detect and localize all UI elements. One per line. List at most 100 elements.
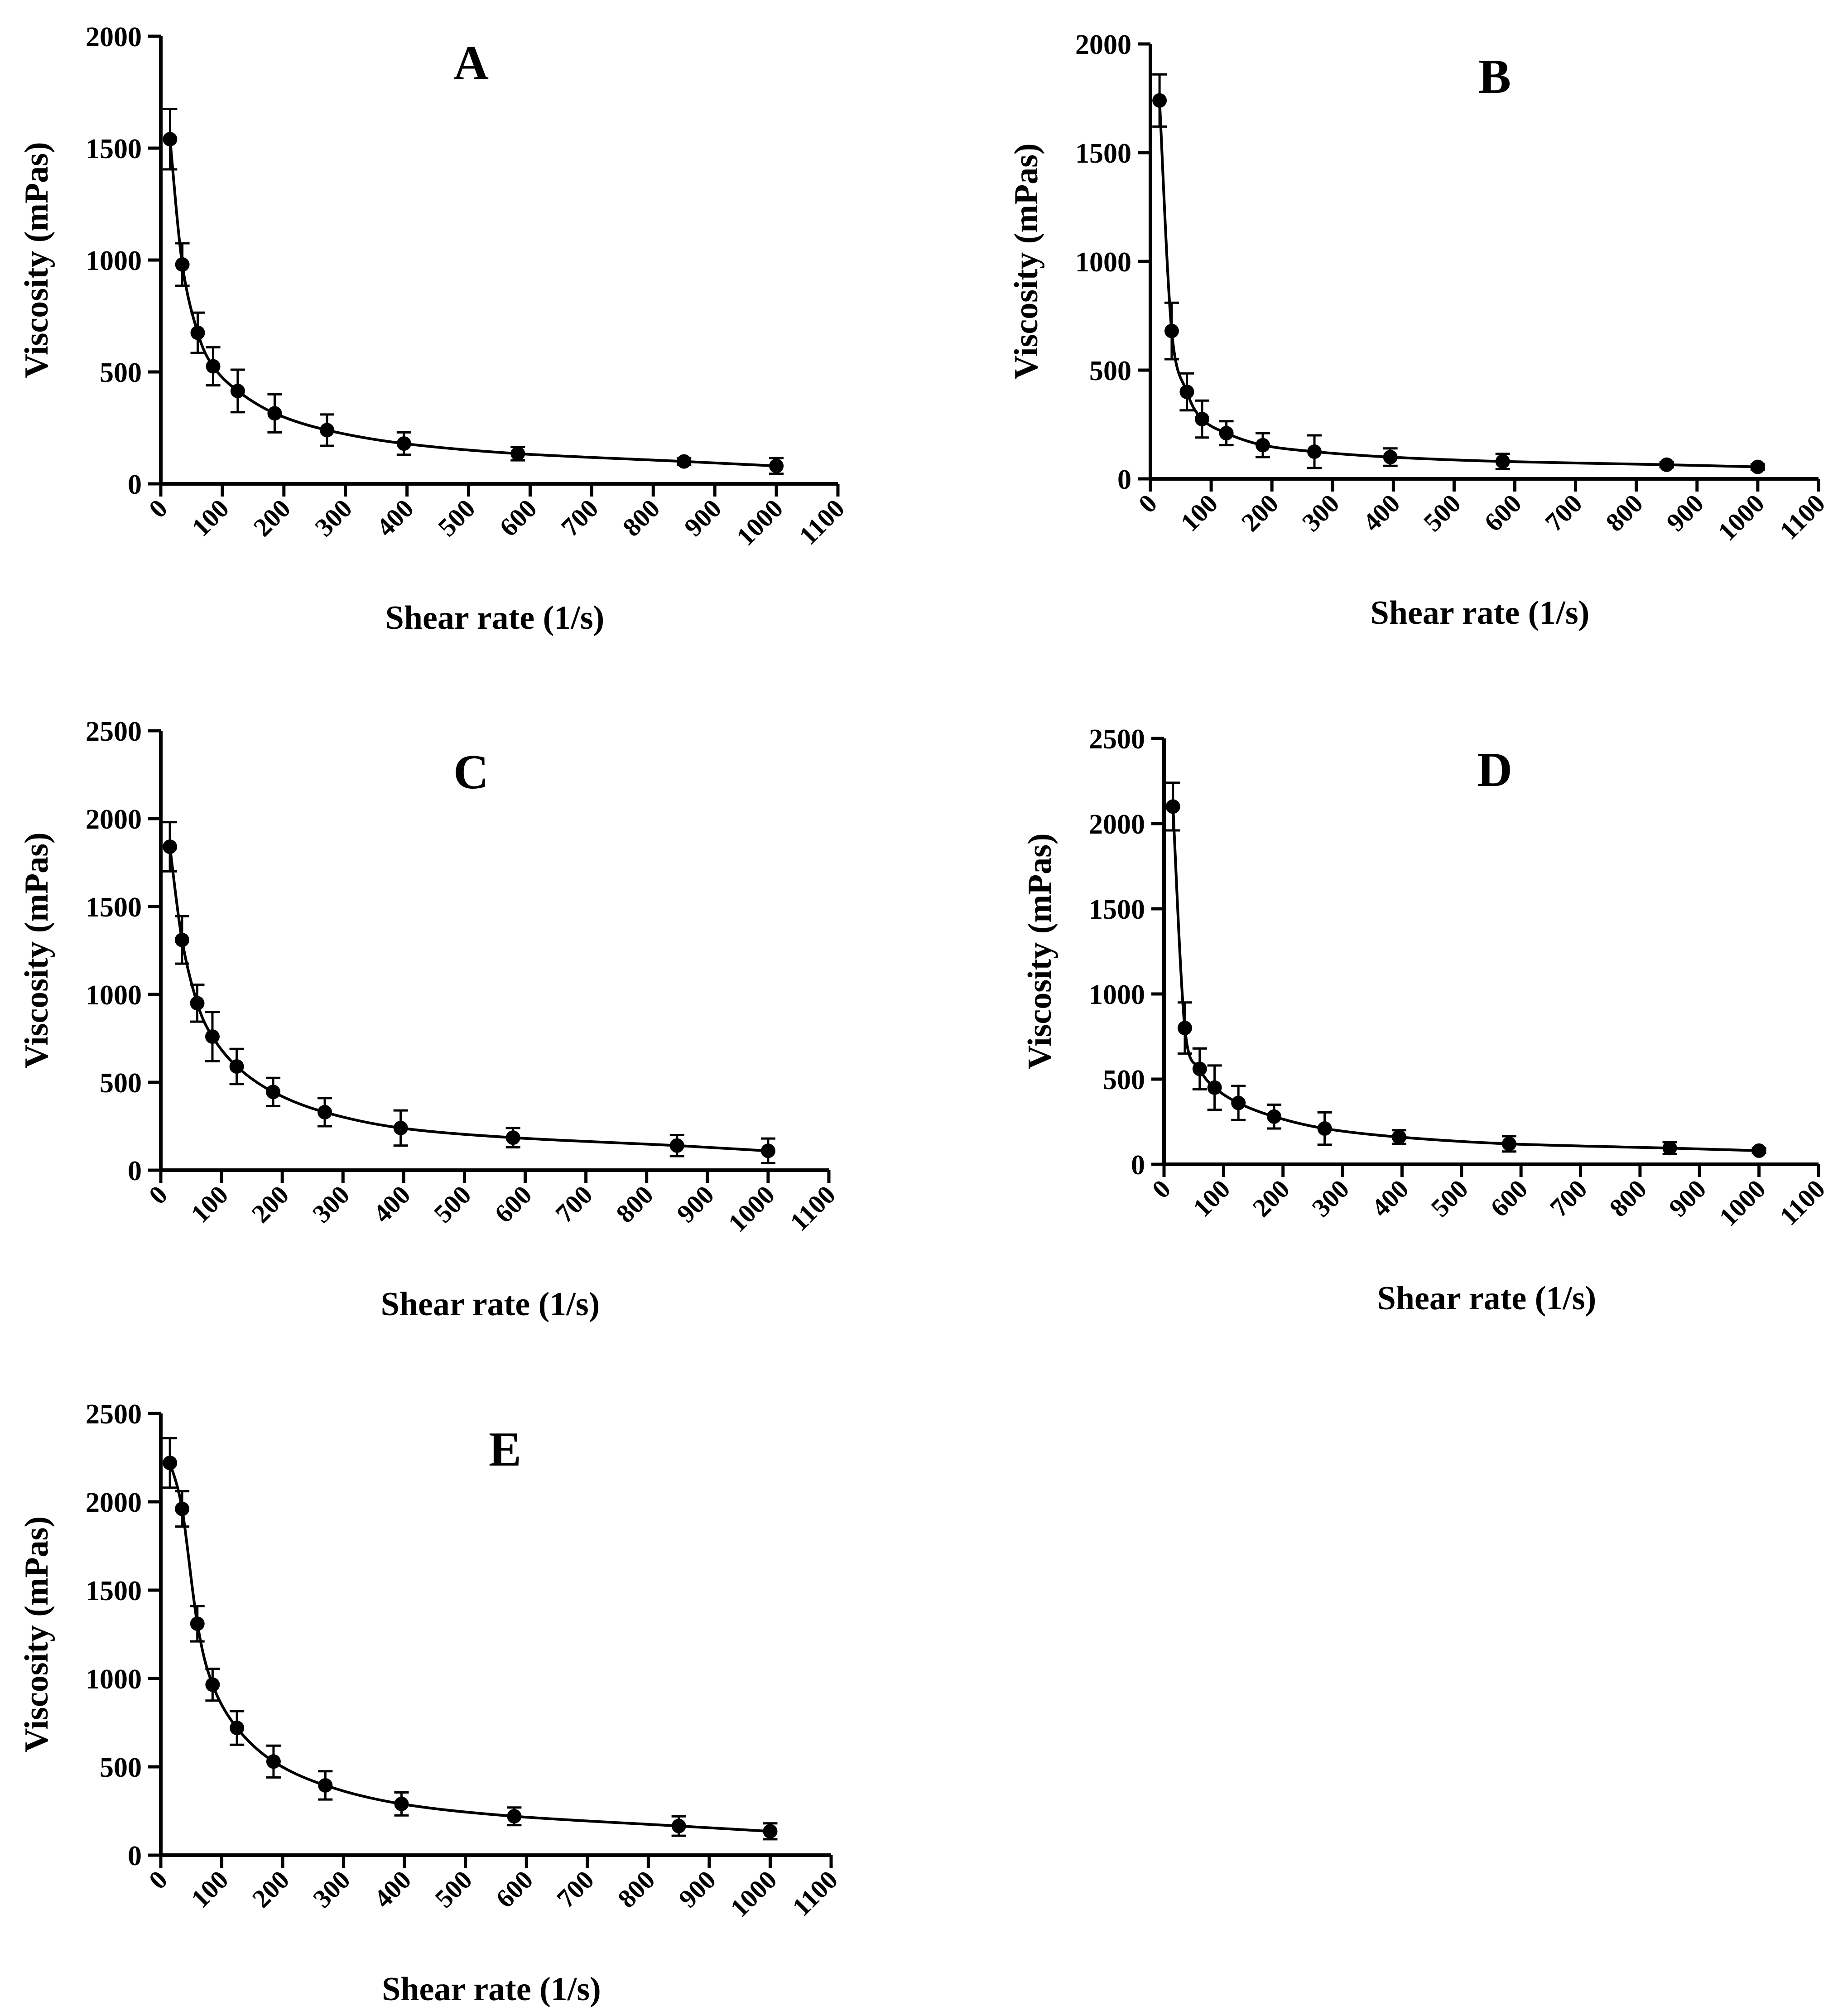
y-tick-label: 1500 xyxy=(1089,894,1145,925)
y-tick-label: 1000 xyxy=(86,246,142,276)
data-point xyxy=(507,1809,522,1824)
panel-label: D xyxy=(1477,743,1512,797)
data-point xyxy=(205,1677,220,1692)
y-tick-label: 500 xyxy=(1103,1065,1145,1095)
data-point xyxy=(1391,1129,1406,1144)
x-tick-label: 100 xyxy=(186,493,235,542)
data-point xyxy=(1659,457,1674,472)
x-tick-label: 200 xyxy=(1246,1174,1295,1222)
data-point xyxy=(394,1796,409,1811)
data-point xyxy=(669,1138,684,1153)
x-tick-label: 400 xyxy=(368,1865,417,1913)
x-tick-label: 800 xyxy=(612,1865,660,1913)
data-point xyxy=(1267,1109,1282,1124)
data-point xyxy=(1307,444,1322,459)
data-point xyxy=(163,839,178,854)
y-axis-title: Viscosity (mPas) xyxy=(18,1516,55,1752)
data-point xyxy=(230,1721,245,1736)
x-tick-label: 1100 xyxy=(784,1180,841,1237)
x-tick-label: 0 xyxy=(143,1180,173,1210)
y-tick-label: 2500 xyxy=(1089,724,1145,755)
data-point xyxy=(1495,454,1510,469)
data-point xyxy=(266,1754,281,1769)
x-tick-label: 400 xyxy=(370,493,419,542)
y-tick-label: 1000 xyxy=(1089,979,1145,1010)
x-tick-label: 1100 xyxy=(1774,1174,1831,1231)
data-point xyxy=(1194,412,1209,426)
x-tick-label: 300 xyxy=(307,1865,356,1913)
data-point xyxy=(1662,1141,1677,1156)
x-tick-label: 600 xyxy=(494,493,542,542)
y-tick-label: 500 xyxy=(100,1752,142,1783)
data-point xyxy=(174,932,189,947)
x-tick-label: 1000 xyxy=(725,1865,783,1923)
x-tick-label: 700 xyxy=(1544,1174,1592,1222)
y-tick-label: 1000 xyxy=(86,980,142,1011)
data-point xyxy=(1750,459,1765,474)
x-tick-label: 300 xyxy=(307,1180,355,1228)
data-point xyxy=(396,436,411,451)
y-tick-label: 0 xyxy=(1131,1150,1145,1181)
x-tick-label: 600 xyxy=(1485,1174,1533,1222)
data-point xyxy=(230,383,245,398)
data-point xyxy=(1207,1080,1222,1095)
data-point xyxy=(205,1029,220,1044)
x-tick-label: 0 xyxy=(143,1865,173,1895)
data-point xyxy=(393,1120,408,1135)
y-axis-title: Viscosity (mPas) xyxy=(18,832,55,1068)
x-tick-label: 1100 xyxy=(793,493,850,550)
y-axis-title: Viscosity (mPas) xyxy=(18,142,55,378)
y-tick-label: 2000 xyxy=(1075,29,1131,60)
data-point xyxy=(1383,450,1398,464)
x-tick-label: 1000 xyxy=(731,493,789,551)
x-tick-label: 800 xyxy=(1600,488,1648,537)
data-point xyxy=(763,1824,778,1839)
data-point xyxy=(318,1104,332,1119)
y-tick-label: 1000 xyxy=(86,1664,142,1695)
x-axis-title: Shear rate (1/s) xyxy=(385,599,605,637)
y-tick-label: 2000 xyxy=(86,22,142,53)
data-point xyxy=(318,1778,333,1793)
y-tick-label: 0 xyxy=(128,469,142,500)
x-tick-label: 200 xyxy=(248,493,296,542)
x-axis-title: Shear rate (1/s) xyxy=(1371,594,1590,632)
x-tick-label: 600 xyxy=(489,1180,537,1228)
x-tick-label: 500 xyxy=(432,493,481,542)
x-tick-label: 700 xyxy=(551,1865,600,1913)
x-tick-label: 200 xyxy=(246,1865,295,1913)
x-tick-label: 500 xyxy=(429,1865,477,1913)
y-tick-label: 2000 xyxy=(1089,809,1145,840)
data-point xyxy=(1231,1095,1246,1110)
x-tick-label: 900 xyxy=(1661,488,1709,537)
x-tick-label: 800 xyxy=(1604,1174,1652,1222)
x-tick-label: 1000 xyxy=(722,1180,780,1238)
x-tick-label: 300 xyxy=(1296,488,1345,537)
data-point xyxy=(190,325,205,340)
y-tick-label: 500 xyxy=(1089,356,1131,386)
y-axis-title: Viscosity (mPas) xyxy=(1021,833,1058,1069)
x-tick-label: 600 xyxy=(490,1865,539,1913)
data-point xyxy=(1179,385,1194,399)
data-point xyxy=(1177,1021,1192,1036)
y-tick-label: 1500 xyxy=(1075,138,1131,169)
x-tick-label: 500 xyxy=(1418,488,1466,537)
x-tick-label: 200 xyxy=(1236,488,1284,537)
data-point xyxy=(671,1818,686,1833)
data-point xyxy=(760,1143,775,1158)
x-tick-label: 400 xyxy=(1357,488,1405,537)
y-tick-label: 2500 xyxy=(86,716,142,747)
x-tick-label: 1000 xyxy=(1713,1174,1771,1232)
y-tick-label: 2000 xyxy=(86,804,142,835)
x-tick-label: 0 xyxy=(1146,1174,1176,1204)
x-tick-label: 100 xyxy=(185,1180,234,1228)
x-tick-label: 900 xyxy=(678,493,727,542)
x-tick-label: 0 xyxy=(143,493,173,523)
x-tick-label: 200 xyxy=(246,1180,294,1228)
x-tick-label: 900 xyxy=(673,1865,722,1913)
x-tick-label: 800 xyxy=(610,1180,659,1228)
x-tick-label: 400 xyxy=(367,1180,416,1228)
series-line xyxy=(168,846,769,1153)
series-line xyxy=(168,139,777,468)
